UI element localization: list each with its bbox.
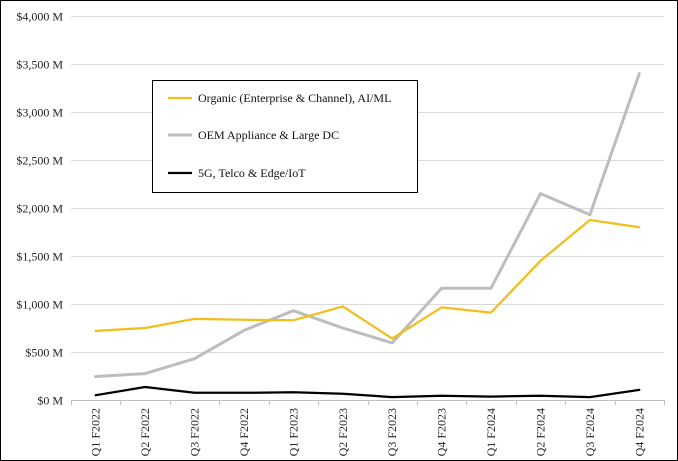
y-tick-label: $3,000 M <box>16 106 63 120</box>
x-tick-label: Q1 F2024 <box>484 408 498 456</box>
y-tick-label: $500 M <box>25 346 63 360</box>
x-tick-label: Q3 F2024 <box>583 408 597 456</box>
y-tick-label: $4,000 M <box>16 10 63 24</box>
y-tick-label: $1,500 M <box>16 250 63 264</box>
y-tick-label: $2,000 M <box>16 202 63 216</box>
legend-label: Organic (Enterprise & Channel), AI/ML <box>198 91 391 105</box>
x-tick-label: Q2 F2022 <box>138 408 152 456</box>
x-tick-label: Q2 F2024 <box>533 408 547 456</box>
x-tick-label: Q4 F2023 <box>435 408 449 456</box>
x-tick-label: Q1 F2022 <box>89 408 103 456</box>
x-tick-label: Q3 F2023 <box>385 408 399 456</box>
x-tick-label: Q2 F2023 <box>336 408 350 456</box>
y-tick-label: $3,500 M <box>16 58 63 72</box>
y-tick-label: $0 M <box>37 394 63 408</box>
legend-label: 5G, Telco & Edge/IoT <box>198 166 306 180</box>
legend-box <box>152 80 418 193</box>
legend: Organic (Enterprise & Channel), AI/ML OEM… <box>152 80 418 193</box>
y-tick-label: $1,000 M <box>16 298 63 312</box>
axes: $0 M $500 M $1,000 M $1,500 M $2,000 M $2,500… <box>16 10 665 456</box>
x-tick-label: Q4 F2022 <box>237 408 251 456</box>
y-tick-label: $2,500 M <box>16 154 63 168</box>
series-line-2 <box>94 72 641 378</box>
x-tick-label: Q4 F2024 <box>632 408 646 456</box>
x-tick-label: Q3 F2022 <box>188 408 202 456</box>
series-line-3 <box>94 385 641 399</box>
x-tick-label: Q1 F2023 <box>286 408 300 456</box>
series-line-1 <box>94 218 641 340</box>
series-lines <box>94 72 641 399</box>
legend-label: OEM Appliance & Large DC <box>198 128 339 142</box>
